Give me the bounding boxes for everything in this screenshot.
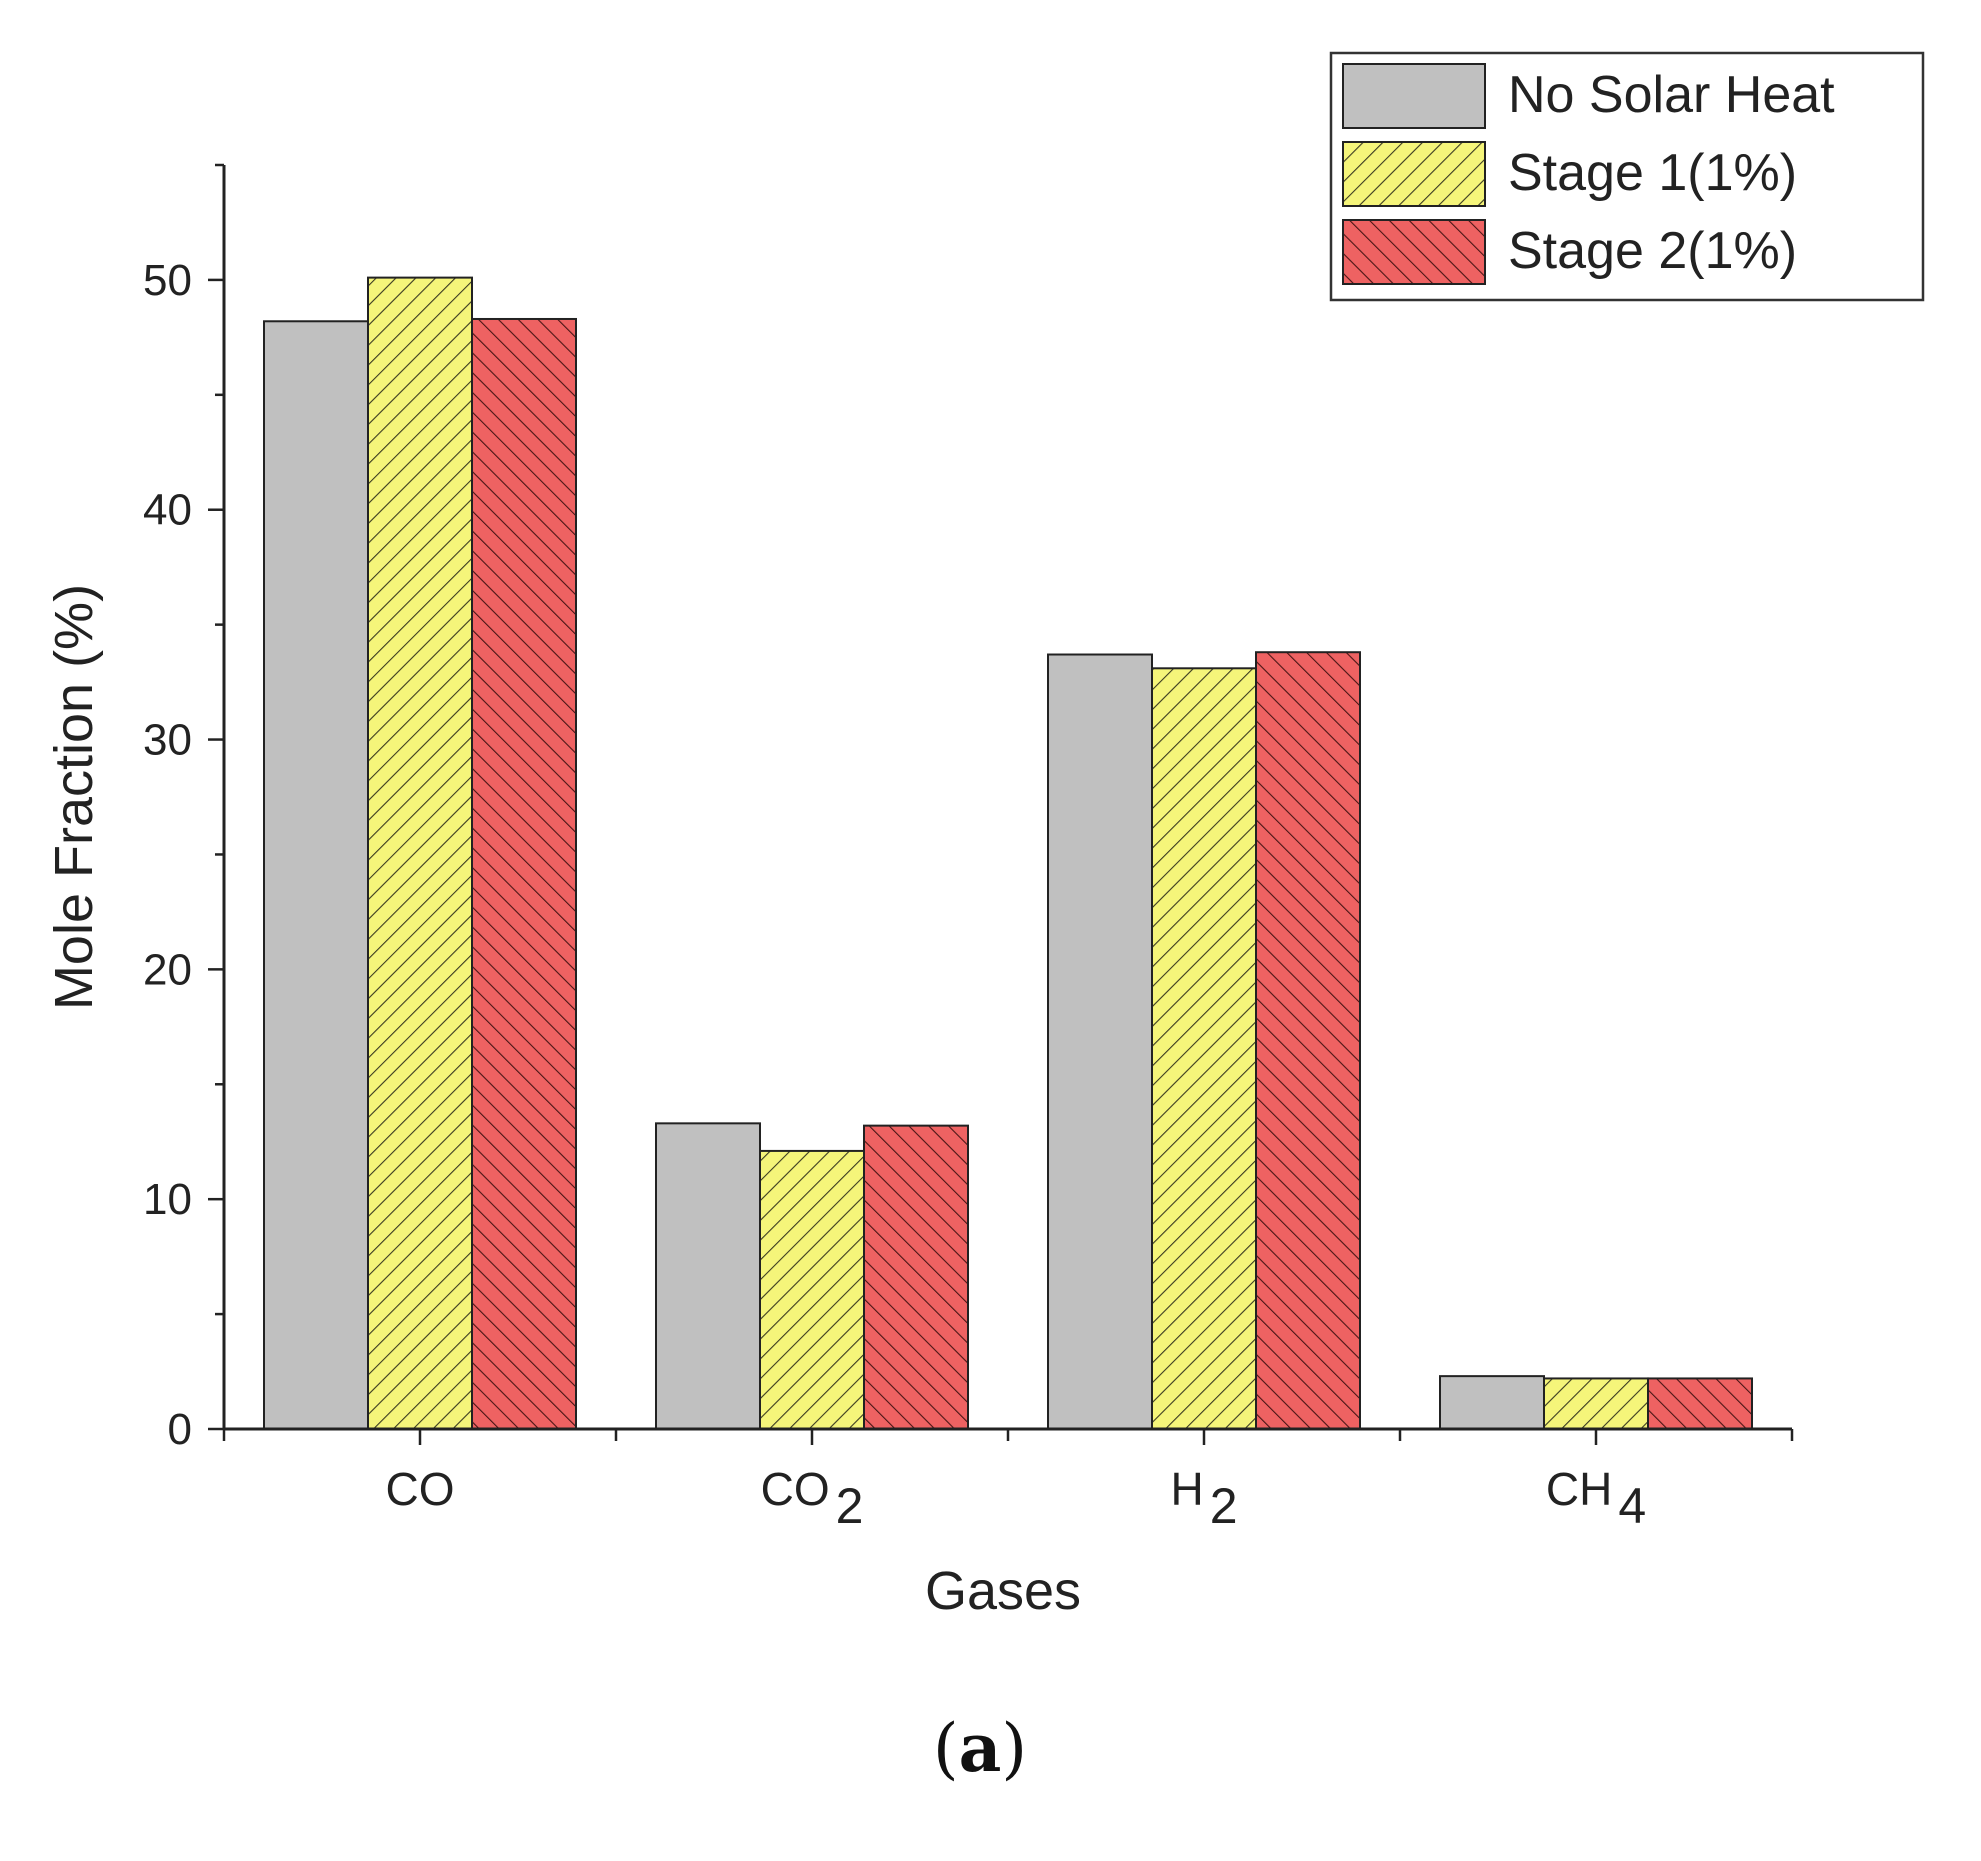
legend-swatch-stage-1-1 xyxy=(1342,141,1486,207)
bar-ch4-stage-1-1 xyxy=(1543,1377,1649,1430)
caption-open-paren: ( xyxy=(933,1710,959,1787)
y-tick-label-40: 40 xyxy=(143,486,192,535)
bar-co-stage-1-1 xyxy=(367,276,473,1430)
legend-swatch-no-solar-heat xyxy=(1342,63,1486,129)
legend-label-no-solar-heat: No Solar Heat xyxy=(1508,66,1835,124)
legend-items-group: No Solar Heat Stage 1(1%) Stage 2(1%) xyxy=(1342,63,1835,285)
x-tick-label-ch4: CH 4 xyxy=(1546,1463,1646,1534)
legend-label-stage-1-1: Stage 1(1%) xyxy=(1508,144,1797,202)
x-ticks-group: CO CO 2 H 2 CH 4 xyxy=(222,1429,1794,1534)
bar-co-no-solar-heat xyxy=(263,320,369,1430)
bar-co2-stage-2-1 xyxy=(863,1124,969,1430)
axes-group: 0 10 20 30 40 50 CO CO 2 H 2 CH 4 xyxy=(143,163,1794,1534)
bar-h2-stage-1-1 xyxy=(1151,667,1257,1430)
bar-co-stage-2-1 xyxy=(471,317,577,1431)
caption-letter: a xyxy=(959,1709,1002,1787)
y-tick-label-10: 10 xyxy=(143,1175,192,1224)
bar-ch4-no-solar-heat xyxy=(1439,1375,1545,1431)
y-axis-title: Mole Fraction (%) xyxy=(44,584,104,1010)
bar-co2-stage-1-1 xyxy=(759,1149,865,1431)
y-ticks-group: 0 10 20 30 40 50 xyxy=(143,163,224,1454)
bars-group xyxy=(263,276,1753,1431)
x-axis-title: Gases xyxy=(925,1561,1081,1621)
figure-caption: (a) xyxy=(933,1709,1027,1787)
legend: No Solar Heat Stage 1(1%) Stage 2(1%) xyxy=(1329,51,1925,302)
legend-swatch-stage-2-1 xyxy=(1342,219,1486,285)
y-tick-label-20: 20 xyxy=(143,945,192,994)
caption-close-paren: ) xyxy=(1001,1710,1027,1787)
y-tick-label-0: 0 xyxy=(168,1405,192,1454)
bar-h2-stage-2-1 xyxy=(1255,651,1361,1430)
y-tick-label-30: 30 xyxy=(143,716,192,765)
bar-co2-no-solar-heat xyxy=(655,1122,761,1430)
x-tick-label-co2: CO 2 xyxy=(761,1463,864,1534)
legend-label-stage-2-1: Stage 2(1%) xyxy=(1508,222,1797,280)
bar-ch4-stage-2-1 xyxy=(1647,1377,1753,1430)
x-tick-label-co: CO xyxy=(386,1463,455,1515)
y-tick-label-50: 50 xyxy=(143,256,192,305)
bar-h2-no-solar-heat xyxy=(1047,653,1153,1430)
